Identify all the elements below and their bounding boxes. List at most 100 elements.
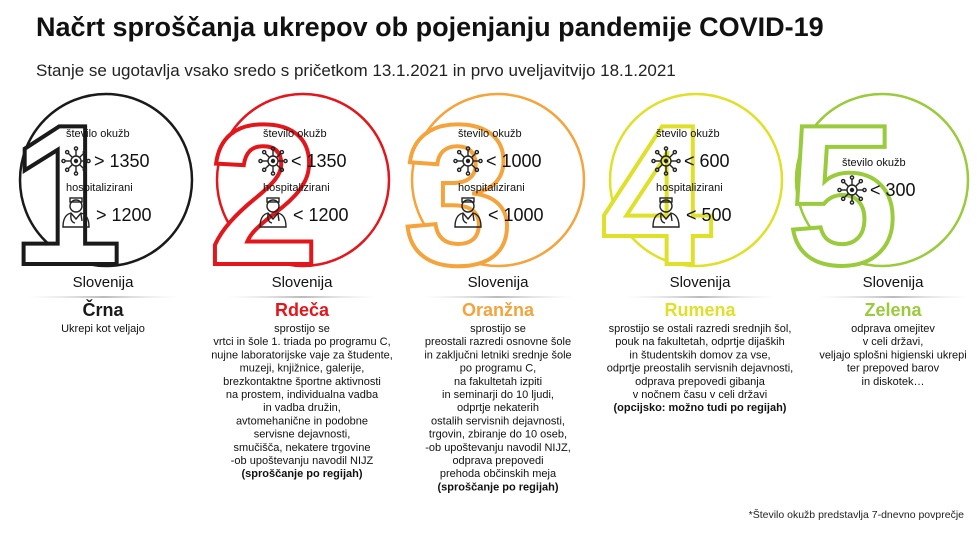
measure-line: v celi državi, <box>863 336 924 348</box>
infections-label: število okužb <box>66 128 130 140</box>
virus-spike <box>276 152 282 158</box>
virus-icon <box>651 146 681 176</box>
virus-tip <box>676 158 681 164</box>
footnote: *Število okužb predstavlja 7-dnevno povp… <box>749 508 965 521</box>
virus-tip <box>279 149 285 155</box>
virus-tip <box>654 167 660 173</box>
level-digit: 5 <box>787 84 898 307</box>
measure-line: in vadba družin, <box>263 402 341 414</box>
hospital-label: hospitalizirani <box>458 182 525 194</box>
doctor-head <box>69 199 83 213</box>
measure-line: brezkontaktne športne aktivnosti <box>223 376 381 388</box>
doctor-icon <box>454 197 482 228</box>
separator <box>423 296 573 298</box>
level-name: Rumena <box>664 300 736 320</box>
virus-tip <box>73 146 79 151</box>
measure-line: in študentskih domov za vse, <box>629 349 770 361</box>
virus-tip <box>474 167 480 173</box>
hospital-label: hospitalizirani <box>263 182 330 194</box>
ring <box>215 92 391 268</box>
virus-tip <box>840 196 846 202</box>
virus-tip <box>261 167 267 173</box>
virus-tip <box>474 149 480 155</box>
measure-line: odprtje nekaterih <box>457 402 539 414</box>
virus-tip <box>283 158 288 164</box>
doctor-body <box>259 212 287 228</box>
measure-line: nujne laboratorijske vaje za študente, <box>211 349 393 361</box>
region: Slovenija <box>863 274 925 291</box>
region: Slovenija <box>73 274 135 291</box>
virus-tip <box>858 196 864 202</box>
measure-line: -ob upoštevanju navodil NIJZ <box>231 455 374 467</box>
doctor-cap <box>461 197 475 203</box>
doctor-icon <box>652 197 680 228</box>
hospital-label: hospitalizirani <box>656 182 723 194</box>
hospital-value: > 1200 <box>96 205 152 225</box>
doctor-head <box>266 199 280 213</box>
virus-tip <box>465 171 471 176</box>
virus-tip <box>73 171 79 176</box>
virus-icon <box>61 146 91 176</box>
doctor-cap <box>69 197 83 203</box>
measure-line: in zaključni letniki srednje šole <box>424 349 571 361</box>
title: Načrt sproščanja ukrepov ob pojenjanju p… <box>36 12 824 42</box>
region: Slovenija <box>272 274 334 291</box>
measure-note: (sproščanje po regijah) <box>241 468 362 480</box>
infections-value: > 1350 <box>94 151 150 171</box>
measure-line: servisne dejavnosti, <box>254 429 351 441</box>
measure-line: odprtje preostalih servisnih dejavnosti, <box>607 363 794 375</box>
doctor-cap <box>659 197 673 203</box>
virus-spike <box>657 152 663 158</box>
doctor-icon <box>259 197 287 228</box>
doctor-stethoscope <box>462 213 475 224</box>
infections-label: število okužb <box>263 128 327 140</box>
infections-label: število okužb <box>458 128 522 140</box>
virus-tip <box>456 149 462 155</box>
virus-tip <box>453 158 458 164</box>
measure-line: na fakultetah izpiti <box>454 376 542 388</box>
measure-line: trgovin, zbiranje do 10 oseb, <box>429 429 567 441</box>
measure-line: v nočnem času v celi državi <box>633 389 768 401</box>
measure-line: sprostijo se ostali razredi srednjih šol… <box>609 323 792 335</box>
virus-spike <box>471 152 477 158</box>
separator <box>625 296 775 298</box>
virus-spike <box>855 181 861 187</box>
virus-dot <box>270 158 276 164</box>
virus-spike <box>843 193 849 199</box>
virus-spike <box>657 164 663 170</box>
hospital-value: < 1200 <box>293 205 349 225</box>
hospital-value: < 1000 <box>488 205 544 225</box>
measure-line: prehoda občinskih meja <box>440 468 557 480</box>
virus-spike <box>471 164 477 170</box>
virus-dot <box>465 158 471 164</box>
separator <box>818 296 968 298</box>
infections-label: število okužb <box>656 128 720 140</box>
subtitle: Stanje se ugotavlja vsako sredo s pričet… <box>36 61 676 80</box>
level-digit: 2 <box>208 84 319 307</box>
infections-value: < 300 <box>870 180 916 200</box>
measure-line: odprava omejitev <box>851 323 935 335</box>
virus-spike <box>264 164 270 170</box>
measure-line: pouk na fakultetah, odprtje dijaških <box>615 336 784 348</box>
ring <box>608 92 784 268</box>
level-name: Oranžna <box>462 300 535 320</box>
infections-value: < 1350 <box>291 151 347 171</box>
ring <box>410 92 586 268</box>
infections-value: < 600 <box>684 151 730 171</box>
virus-spike <box>67 164 73 170</box>
doctor-cap <box>266 197 280 203</box>
level-digit: 1 <box>11 84 122 307</box>
virus-tip <box>837 187 842 193</box>
virus-spike <box>79 164 85 170</box>
virus-tip <box>279 167 285 173</box>
level-name: Rdeča <box>275 300 330 320</box>
virus-tip <box>64 149 70 155</box>
virus-tip <box>270 146 276 151</box>
separator <box>227 296 377 298</box>
measure-line: preostali razredi osnovne šole <box>425 336 571 348</box>
measure-line: vrtci in šole 1. triada po programu C, <box>213 336 390 348</box>
virus-tip <box>849 175 855 180</box>
doctor-body <box>652 212 680 228</box>
virus-icon <box>258 146 288 176</box>
virus-tip <box>849 200 855 205</box>
